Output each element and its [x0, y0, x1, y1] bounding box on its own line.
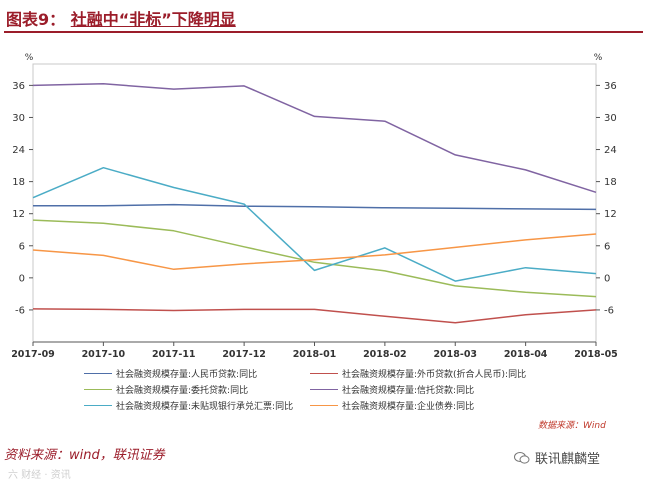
- chart-grid: [32, 63, 597, 343]
- chart-title: 图表9： 社融中“非标”下降明显: [6, 6, 236, 30]
- x-tick-label: 2018-03: [433, 349, 477, 360]
- y-tick-label-right: -6: [604, 305, 614, 316]
- legend-label: 社会融资规模存量:委托贷款:同比: [116, 386, 249, 396]
- legend-item-corporate-bonds: 社会融资规模存量:企业债券:同比: [310, 399, 474, 412]
- x-tick-label: 2017-10: [82, 349, 126, 360]
- legend-item-trust-loans: 社会融资规模存量:信托贷款:同比: [310, 383, 474, 396]
- x-tick-label: 2017-11: [152, 349, 196, 360]
- x-tick-label: 2018-05: [574, 349, 618, 360]
- legend-swatch: [84, 373, 112, 374]
- legend-label: 社会融资规模存量:信托贷款:同比: [342, 386, 475, 396]
- watermark-right-label: 联讯麒麟堂: [535, 452, 601, 467]
- y-tick-label-right: 30: [604, 113, 617, 124]
- title-main: 社融中“非标”下降明显: [70, 10, 236, 29]
- data-source-note: 数据来源：Wind: [538, 421, 606, 431]
- legend-label: 社会融资规模存量:外币贷款(折合人民币):同比: [342, 370, 527, 380]
- y-tick-label-left: 30: [12, 113, 25, 124]
- legend-swatch: [84, 405, 112, 406]
- series-line-1: [32, 308, 597, 324]
- legend-swatch: [84, 389, 112, 390]
- watermark-left: 六 财经 · 资讯: [8, 470, 71, 481]
- y-unit-right: %: [594, 53, 603, 63]
- y-tick-label-right: 0: [604, 273, 610, 284]
- footer-source: 资料来源：wind，联讯证券: [4, 448, 165, 463]
- series-line-0: [33, 203, 597, 211]
- legend-label: 社会融资规模存量:企业债券:同比: [342, 402, 475, 412]
- legend-label: 社会融资规模存量:人民币贷款:同比: [116, 370, 258, 380]
- legend-item-rmb-loans: 社会融资规模存量:人民币贷款:同比: [84, 367, 257, 380]
- y-unit-left: %: [25, 53, 34, 63]
- y-tick-label-right: 36: [604, 81, 617, 92]
- plot-frame: [32, 63, 597, 343]
- x-tick-label: 2017-09: [11, 349, 55, 360]
- y-tick-label-right: 18: [604, 177, 617, 188]
- series-line-3: [32, 83, 597, 194]
- legend-swatch: [310, 405, 338, 406]
- line-chart: -6 -6 0 0 6 6 12 12 18 18 24 24 30 30 36 36% % 2017-09 201…: [11, 53, 618, 360]
- y-tick-label-left: 0: [19, 273, 25, 284]
- y-tick-label-right: 6: [604, 241, 610, 252]
- legend: 社会融资规模存量:人民币贷款:同比 社会融资规模存量:外币贷款(折合人民币):同…: [84, 365, 604, 417]
- y-tick-label-right: 24: [604, 145, 617, 156]
- series-line-5: [32, 233, 597, 271]
- x-tick-label: 2018-02: [363, 349, 407, 360]
- watermark-right: 联讯麒麟堂: [514, 448, 600, 467]
- legend-label: 社会融资规模存量:未贴现银行承兑汇票:同比: [116, 402, 294, 412]
- y-tick-label-left: 18: [12, 177, 25, 188]
- y-tick-label-left: -6: [15, 305, 25, 316]
- series-line-2: [32, 219, 597, 298]
- x-tick-label: 2018-04: [504, 349, 548, 360]
- y-tick-label-left: 36: [12, 81, 25, 92]
- legend-swatch: [310, 389, 338, 390]
- title-prefix: 图表9：: [6, 10, 66, 29]
- chart-axes: -6 -6 0 0 6 6 12 12 18 18 24 24 30 30 36 36% % 2017-09 201…: [11, 53, 618, 360]
- series-line-4: [32, 166, 597, 282]
- chart-series: [32, 83, 597, 324]
- legend-item-entrusted-loans: 社会融资规模存量:委托贷款:同比: [84, 383, 248, 396]
- legend-item-bank-acceptance: 社会融资规模存量:未贴现银行承兑汇票:同比: [84, 399, 293, 412]
- x-tick-label: 2018-01: [293, 349, 337, 360]
- title-divider: [4, 31, 643, 33]
- y-tick-label-left: 12: [12, 209, 25, 220]
- x-tick-label: 2017-12: [222, 349, 266, 360]
- y-tick-label-left: 6: [19, 241, 25, 252]
- legend-item-fx-loans: 社会融资规模存量:外币贷款(折合人民币):同比: [310, 367, 526, 380]
- y-tick-label-right: 12: [604, 209, 617, 220]
- wechat-icon: [514, 451, 530, 464]
- legend-swatch: [310, 373, 338, 374]
- y-tick-label-left: 24: [12, 145, 25, 156]
